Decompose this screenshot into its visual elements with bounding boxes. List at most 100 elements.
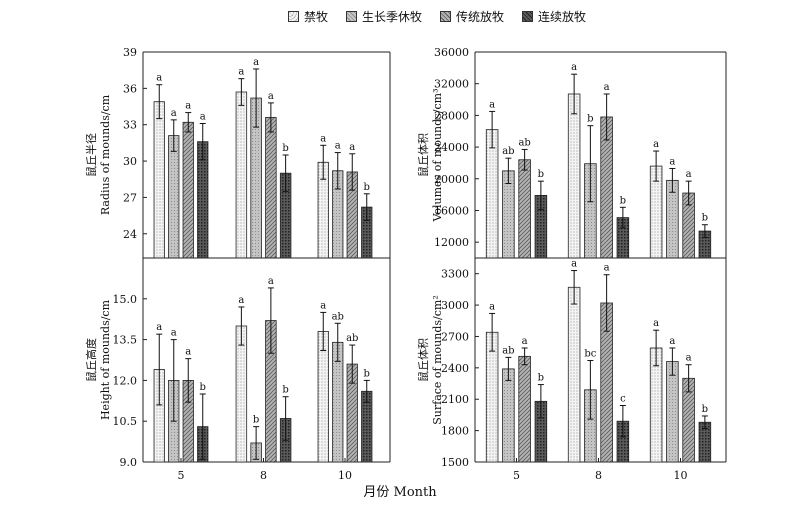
significance-label: a	[522, 336, 528, 347]
y-tick-label: 2400	[441, 362, 469, 375]
legend-swatch-dark	[522, 11, 534, 22]
legend-item: 连续放牧	[522, 8, 586, 25]
significance-label: b	[253, 415, 259, 426]
y-tick-label: 9.0	[120, 456, 138, 469]
bar	[485, 129, 499, 259]
significance-label: b	[702, 404, 708, 415]
significance-label: a	[335, 141, 341, 152]
significance-label: b	[364, 182, 370, 193]
y-tick-label: 2700	[441, 330, 469, 343]
x-tick-label: 5	[178, 469, 185, 482]
y-tick-label: 16000	[434, 204, 469, 217]
y-axis-title-cn: 鼠丘体积	[416, 338, 430, 382]
y-tick-label: 10.5	[113, 415, 138, 428]
bar	[265, 117, 277, 259]
bar	[317, 331, 329, 463]
significance-label: a	[669, 336, 675, 347]
significance-label: a	[489, 301, 495, 312]
significance-label: a	[171, 328, 177, 339]
significance-label: a	[320, 300, 326, 311]
chart-panel-3: 9.0 10.5 12.0 13.5 15.0 鼠丘高度 Height of mounds/…	[84, 257, 391, 482]
bar	[485, 331, 499, 463]
y-tick-label: 13.5	[113, 334, 138, 347]
y-axis-title-cn: 鼠丘半径	[84, 133, 98, 177]
significance-label: ab	[502, 146, 514, 157]
bar	[235, 91, 248, 259]
x-tick-label: 8	[595, 469, 602, 482]
y-axis-title-cn: 鼠丘体积	[416, 133, 430, 177]
significance-label: ab	[502, 345, 514, 356]
significance-label: a	[185, 101, 191, 112]
significance-label: a	[238, 67, 244, 78]
significance-label: a	[669, 156, 675, 167]
significance-label: a	[253, 57, 259, 68]
legend-label: 生长季休牧	[362, 10, 423, 24]
significance-label: c	[620, 394, 626, 405]
y-tick-label: 39	[123, 46, 137, 59]
bar	[666, 361, 679, 463]
significance-label: a	[268, 276, 274, 287]
x-tick-label: 10	[674, 469, 688, 482]
bar	[182, 121, 194, 259]
significance-label: a	[171, 108, 177, 119]
y-tick-label: 3000	[441, 299, 469, 312]
x-tick-label: 10	[338, 469, 352, 482]
y-tick-label: 20000	[434, 173, 469, 186]
significance-label: ab	[332, 311, 344, 322]
significance-label: a	[604, 263, 610, 274]
bar	[567, 93, 581, 259]
significance-label: b	[282, 385, 288, 396]
y-tick-label: 28000	[434, 109, 469, 122]
y-axis-title-en: Radius of mounds/cm	[99, 94, 112, 215]
significance-label: a	[489, 99, 495, 110]
bar	[518, 355, 531, 463]
significance-label: b	[282, 143, 288, 154]
significance-label: a	[686, 169, 692, 180]
y-axis-title-en: Height of mounds/cm	[99, 299, 112, 420]
bar	[567, 286, 581, 463]
legend-item: 生长季休牧	[346, 8, 422, 25]
significance-label: a	[185, 347, 191, 358]
significance-label: b	[702, 213, 708, 224]
significance-label: b	[364, 368, 370, 379]
legend-swatch-gray	[346, 11, 358, 22]
chart-panel-4: 1500 1800 2100 2400 2700 3000 3300 鼠丘体积 Surface …	[416, 257, 727, 482]
significance-label: b	[587, 114, 593, 125]
y-tick-label: 3300	[441, 268, 469, 281]
significance-label: a	[156, 73, 162, 84]
significance-label: a	[320, 133, 326, 144]
y-tick-label: 12000	[434, 236, 469, 249]
significance-label: a	[571, 62, 577, 73]
x-tick-label: 5	[513, 469, 520, 482]
y-axis-title-en: Surface of mounds/cm²	[431, 295, 444, 424]
x-tick-label: 8	[260, 469, 267, 482]
y-tick-label: 27	[123, 191, 137, 204]
significance-label: ab	[518, 137, 530, 148]
legend-item: 禁牧	[288, 8, 328, 25]
y-tick-label: 1800	[441, 425, 469, 438]
significance-label: a	[653, 139, 659, 150]
y-tick-label: 32000	[434, 78, 469, 91]
y-tick-label: 2100	[441, 393, 469, 406]
significance-label: a	[653, 318, 659, 329]
legend-swatch-fine-dots	[288, 11, 299, 22]
y-tick-label: 1500	[441, 456, 469, 469]
significance-label: a	[686, 353, 692, 364]
significance-label: a	[238, 295, 244, 306]
chart-panel-2: 12000 16000 20000 24000 28000 32000 36000 鼠丘体积 V…	[416, 46, 727, 259]
significance-label: a	[349, 142, 355, 153]
legend: 禁牧 生长季休牧 传统放牧 连续放牧	[288, 8, 586, 25]
significance-label: ab	[346, 333, 358, 344]
significance-label: a	[156, 322, 162, 333]
bar	[502, 368, 515, 463]
significance-label: a	[604, 82, 610, 93]
y-tick-label: 24000	[434, 141, 469, 154]
legend-label: 传统放牧	[456, 10, 505, 24]
y-tick-label: 30	[123, 155, 137, 168]
significance-label: a	[268, 91, 274, 102]
x-axis-title: 月份 Month	[363, 485, 437, 500]
significance-label: b	[200, 382, 206, 393]
